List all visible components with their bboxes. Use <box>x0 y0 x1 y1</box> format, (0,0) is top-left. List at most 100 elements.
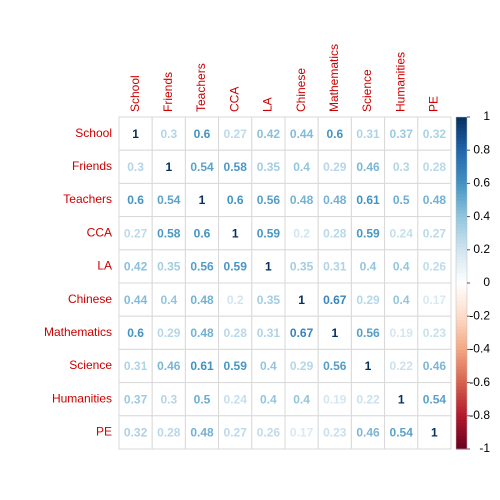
cell-value: 0.4 <box>260 359 277 373</box>
cell-value: 1 <box>199 193 206 207</box>
colorbar-segment <box>456 273 467 277</box>
cell <box>284 382 319 417</box>
cell-value: 0.3 <box>160 127 177 141</box>
cell <box>417 415 452 450</box>
colorbar-segment <box>456 153 467 158</box>
colorbar-segment <box>456 369 467 374</box>
cell-value: 0.59 <box>224 359 248 373</box>
cell-value: 0.29 <box>356 293 380 307</box>
cell-value: 0.6 <box>194 226 211 240</box>
cell <box>284 282 319 317</box>
colorbar-segment <box>456 150 467 155</box>
colorbar-segment <box>456 385 467 390</box>
cell-value: 0.3 <box>127 160 144 174</box>
cell-value: 0.31 <box>257 326 281 340</box>
colorbar-segment <box>456 209 467 214</box>
cell-value: 1 <box>265 260 272 274</box>
colorbar-tick-label: 0.2 <box>473 242 490 256</box>
colorbar-segment <box>456 216 467 221</box>
cell <box>118 282 153 317</box>
colorbar-segment <box>456 236 467 241</box>
cell-value: 0.6 <box>194 127 211 141</box>
colorbar-segment <box>456 276 467 281</box>
colorbar-segment <box>456 229 467 234</box>
colorbar-segment <box>456 146 467 151</box>
cell-value: 0.6 <box>227 193 244 207</box>
cell-value: 0.35 <box>257 160 281 174</box>
colorbar-segment <box>456 352 467 357</box>
colorbar-segment <box>456 289 467 294</box>
colorbar-segment <box>456 379 467 384</box>
colorbar-segment <box>456 243 467 247</box>
cell-value: 0.31 <box>356 127 380 141</box>
cell <box>184 348 220 384</box>
colorbar-segment <box>456 253 467 257</box>
colorbar-segment <box>456 283 467 287</box>
cell <box>417 348 452 384</box>
colorbar-segment <box>456 399 467 404</box>
cell <box>350 315 386 350</box>
cell-value: 0.4 <box>393 260 410 274</box>
cell-value: 0.56 <box>190 260 214 274</box>
cell-value: 0.42 <box>257 127 281 141</box>
cell-value: 0.67 <box>323 293 347 307</box>
cell <box>417 116 452 151</box>
cell-value: 0.28 <box>157 426 181 440</box>
colorbar-segment <box>456 196 467 201</box>
cell-value: 0.56 <box>356 326 380 340</box>
cell <box>417 282 452 317</box>
cell <box>350 348 386 384</box>
cell-value: 0.3 <box>160 392 177 406</box>
cell-value: 1 <box>431 426 438 440</box>
column-label: PE <box>427 96 441 112</box>
cell-value: 0.56 <box>257 193 281 207</box>
cell <box>417 149 452 184</box>
colorbar-segment <box>456 193 467 198</box>
colorbar-segment <box>456 316 467 321</box>
cell <box>317 382 352 417</box>
colorbar-segment <box>456 246 467 251</box>
cell-value: 0.44 <box>290 127 314 141</box>
cell-value: 0.35 <box>257 293 281 307</box>
cell-value: 0.48 <box>423 193 447 207</box>
row-label: Mathematics <box>44 325 112 339</box>
row-label: School <box>75 126 112 140</box>
cell <box>118 116 153 151</box>
colorbar-segment <box>456 140 467 145</box>
colorbar-segment <box>456 190 467 194</box>
cell-value: 0.4 <box>293 160 310 174</box>
colorbar-segment <box>456 425 467 430</box>
colorbar-segment <box>456 143 467 148</box>
cell <box>218 249 253 284</box>
cell <box>350 415 386 450</box>
cell-value: 1 <box>398 392 405 406</box>
colorbar-segment <box>456 356 467 360</box>
colorbar-segment <box>456 422 467 427</box>
cell-value: 0.4 <box>260 392 277 406</box>
cell-value: 0.6 <box>326 127 343 141</box>
colorbar-segment <box>456 126 467 131</box>
cell-value: 0.24 <box>390 226 414 240</box>
cell <box>151 149 186 184</box>
colorbar-segment <box>456 395 467 400</box>
cell-value: 0.22 <box>356 392 380 406</box>
cell-value: 0.28 <box>423 160 447 174</box>
column-label: Mathematics <box>327 44 341 112</box>
colorbar-segment <box>456 342 467 347</box>
cell <box>218 282 253 317</box>
cell <box>151 116 186 151</box>
colorbar-segment <box>456 186 467 191</box>
colorbar-segment <box>456 176 467 181</box>
cell-value: 0.5 <box>194 392 211 406</box>
cell-value: 0.19 <box>323 392 347 406</box>
cell-value: 1 <box>232 226 239 240</box>
cell-value: 0.58 <box>157 226 181 240</box>
cell-value: 0.24 <box>224 392 248 406</box>
colorbar-tick-label: -0.4 <box>469 342 490 356</box>
colorbar-tick-label: -0.2 <box>469 308 490 322</box>
cell-value: 0.28 <box>323 226 347 240</box>
colorbar-segment <box>456 326 467 330</box>
cell-value: 0.26 <box>423 260 447 274</box>
cell <box>184 315 220 350</box>
cell <box>417 249 452 284</box>
